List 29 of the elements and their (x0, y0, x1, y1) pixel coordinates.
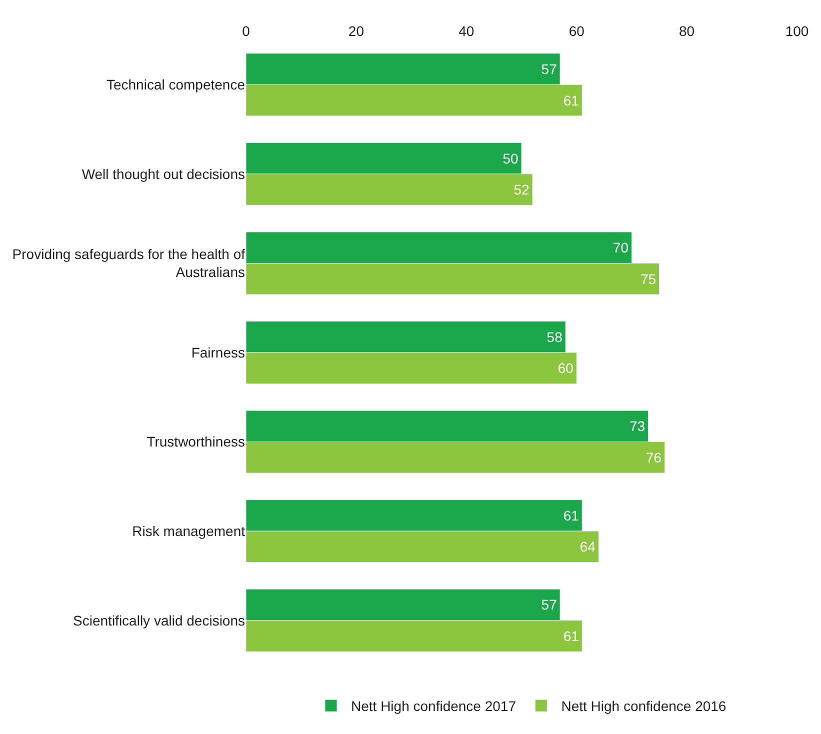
x-tick-label: 80 (679, 23, 695, 40)
y-tick-label: Risk management (132, 522, 246, 539)
y-tick-label: Well thought out decisions (82, 166, 245, 182)
data-label: 58 (546, 328, 563, 345)
x-tick-label: 60 (568, 23, 585, 40)
data-label: 61 (563, 92, 580, 108)
data-label: 61 (563, 628, 580, 644)
legend-label: Nett High confidence 2017 (351, 698, 516, 714)
x-tick-label: 0 (242, 23, 250, 40)
data-label: 73 (629, 418, 646, 434)
y-tick-label: Trustworthiness (146, 434, 245, 450)
legend-label: Nett High confidence 2016 (561, 698, 726, 714)
y-tick-label: Providing safeguards for the health of Australians (12, 246, 246, 280)
y-tick-label: Scientifically valid decisions (73, 612, 245, 628)
data-label: 75 (640, 270, 656, 287)
data-label: 60 (558, 360, 574, 376)
y-tick-label: Technical competence (106, 76, 246, 93)
data-label: 57 (541, 61, 558, 78)
data-label: 50 (502, 150, 518, 166)
data-label: 52 (514, 182, 530, 198)
x-tick-label: 40 (458, 23, 474, 40)
y-tick-label: Fairness (191, 344, 245, 360)
data-label: 61 (563, 507, 580, 524)
data-label: 70 (612, 240, 629, 256)
data-label: 76 (646, 449, 662, 466)
x-tick-label: 100 (785, 23, 809, 40)
data-label: 64 (580, 538, 596, 555)
data-label: 57 (541, 596, 558, 613)
x-tick-label: 20 (348, 23, 364, 40)
